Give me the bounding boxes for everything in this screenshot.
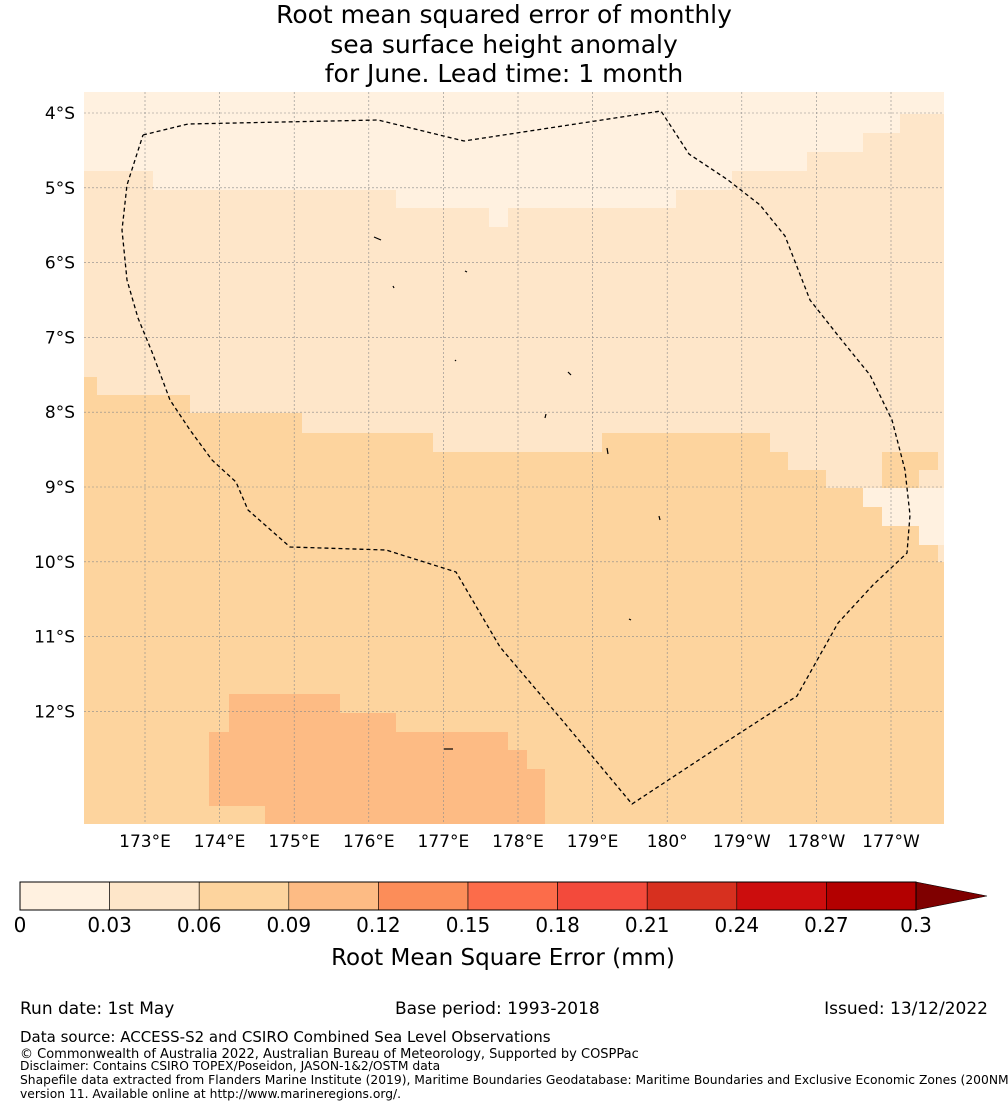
colorbar-tick-label: 0.21 [625, 913, 670, 937]
rmse-map: 4°S 5°S 6°S 7°S 8°S 9°S 10°S 11°S 12°S 173°E 174°… [14, 92, 988, 971]
lon-label: 178°E [492, 832, 544, 852]
island-1 [373, 236, 382, 241]
lon-label: 174°E [194, 832, 246, 852]
colorbar-segment [467, 881, 558, 911]
colorbar-segment [646, 881, 738, 911]
island-6 [544, 413, 547, 419]
colorbar-segment [557, 881, 648, 911]
colorbar-extend-arrow [915, 881, 988, 911]
latitude-labels: 4°S 5°S 6°S 7°S 8°S 9°S 10°S 11°S 12°S [34, 104, 75, 722]
colorbar-outline [19, 881, 917, 911]
colorbar-segment [378, 881, 469, 911]
colorbar-segment [826, 881, 917, 911]
lat-label: 4°S [45, 104, 75, 124]
copyright: © Commonwealth of Australia 2022, Austra… [20, 1047, 639, 1062]
island-3 [392, 285, 395, 289]
run-date: Run date: 1st May [20, 999, 175, 1019]
islands [373, 236, 661, 750]
island-4 [454, 359, 457, 362]
shapefile-source-2: version 11. Available online at http://w… [20, 1087, 402, 1101]
title-line-1: Root mean squared error of monthly [276, 0, 732, 29]
longitude-labels: 173°E 174°E 175°E 176°E 177°E 178°E 179°E 180° 1… [119, 832, 920, 852]
lon-label: 179°W [713, 832, 771, 852]
lat-label: 8°S [45, 403, 75, 423]
shapefile-source-1: Shapefile data extracted from Flanders M… [20, 1073, 1008, 1087]
base-period: Base period: 1993-2018 [395, 999, 600, 1019]
colorbar-segment [19, 881, 110, 911]
map-title: Root mean squared error of monthly sea s… [0, 0, 1008, 89]
colorbar-tick-label: 0.3 [900, 913, 932, 937]
map-gridlines [84, 92, 944, 824]
data-source: Data source: ACCESS-S2 and CSIRO Combine… [20, 1028, 551, 1046]
lon-label: 180° [647, 832, 688, 852]
island-8 [658, 515, 661, 521]
cell-east-patch [863, 488, 944, 545]
colorbar-tick-label: 0 [14, 913, 27, 937]
colorbar-segment [198, 881, 290, 911]
lat-label: 11°S [34, 628, 75, 648]
issued-date: Issued: 13/12/2022 [824, 999, 988, 1019]
map-fill-cells [84, 92, 944, 824]
lon-label: 178°W [788, 832, 846, 852]
colorbar: 0 0.03 0.06 0.09 0.12 0.15 0.18 0.21 0.24 0.27 0.3 [14, 881, 988, 937]
lon-label: 176°E [343, 832, 395, 852]
colorbar-segment [109, 881, 200, 911]
cell-southwest-blob [209, 694, 545, 824]
colorbar-tick-label: 0.12 [356, 913, 401, 937]
colorbar-tick-label: 0.03 [87, 913, 132, 937]
lat-label: 10°S [34, 553, 75, 573]
island-7 [606, 447, 609, 455]
lon-label: 175°E [268, 832, 320, 852]
lat-label: 7°S [45, 328, 75, 348]
cell-mid-band [84, 92, 944, 562]
cell-top-band [84, 92, 944, 227]
colorbar-segment [736, 881, 827, 911]
lat-label: 12°S [34, 702, 75, 722]
colorbar-tick-label: 0.06 [177, 913, 222, 937]
lat-label: 9°S [45, 478, 75, 498]
island-9 [628, 618, 632, 621]
colorbar-tick-label: 0.27 [804, 913, 849, 937]
lon-label: 179°E [567, 832, 619, 852]
colorbar-label: Root Mean Square Error (mm) [331, 945, 675, 971]
title-line-3: for June. Lead time: 1 month [324, 59, 684, 88]
colorbar-tick-label: 0.18 [535, 913, 580, 937]
lon-label: 173°E [119, 832, 171, 852]
lat-label: 5°S [45, 179, 75, 199]
colorbar-tick-label: 0.15 [446, 913, 491, 937]
title-line-2: sea surface height anomaly [330, 29, 678, 59]
island-5 [567, 371, 572, 376]
colorbar-segment [288, 881, 379, 911]
lon-label: 177°E [418, 832, 470, 852]
lon-label: 177°W [862, 832, 920, 852]
island-2 [464, 270, 468, 273]
lat-label: 6°S [45, 254, 75, 274]
eez-boundary [121, 110, 911, 805]
colorbar-tick-label: 0.24 [715, 913, 760, 937]
colorbar-tick-label: 0.09 [267, 913, 312, 937]
disclaimer: Disclaimer: Contains CSIRO TOPEX/Poseido… [20, 1059, 441, 1073]
